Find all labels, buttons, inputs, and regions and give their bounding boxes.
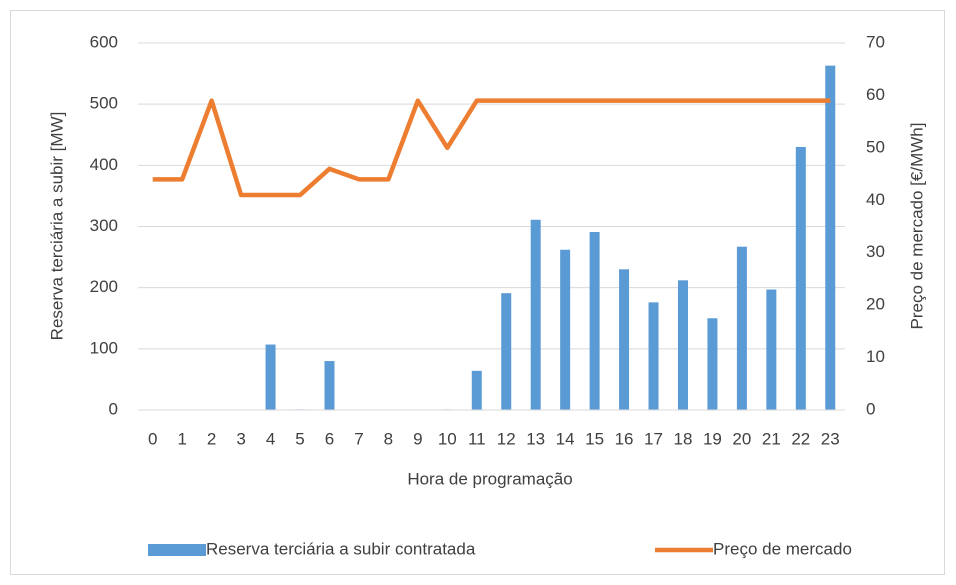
y-tick-label: 200 xyxy=(90,277,118,296)
y2-axis-title: Preço de mercado [€/MWh] xyxy=(907,123,926,330)
bar xyxy=(648,302,659,410)
x-tick-label: 23 xyxy=(821,429,840,448)
x-tick-label: 16 xyxy=(615,429,634,448)
bar xyxy=(766,289,777,410)
bar xyxy=(795,146,806,410)
x-tick-label: 3 xyxy=(236,429,245,448)
x-tick-label: 9 xyxy=(413,429,422,448)
y2-tick-label: 30 xyxy=(866,242,885,261)
bar xyxy=(677,280,688,410)
x-tick-label: 7 xyxy=(354,429,363,448)
x-tick-label: 20 xyxy=(732,429,751,448)
x-tick-label: 14 xyxy=(556,429,575,448)
bar xyxy=(501,293,512,410)
y-tick-label: 500 xyxy=(90,94,118,113)
x-tick-label: 19 xyxy=(703,429,722,448)
bar xyxy=(825,65,836,411)
y-tick-label: 600 xyxy=(90,32,118,51)
bar xyxy=(265,344,276,410)
y2-tick-label: 40 xyxy=(866,190,885,209)
y2-tick-label: 50 xyxy=(866,137,885,156)
y-tick-label: 100 xyxy=(90,338,118,357)
bar xyxy=(324,361,335,410)
y-tick-label: 0 xyxy=(109,399,118,418)
bar xyxy=(707,318,718,410)
x-tick-label: 13 xyxy=(526,429,545,448)
x-tick-label: 4 xyxy=(266,429,275,448)
x-tick-label: 12 xyxy=(497,429,516,448)
x-axis-title: Hora de programação xyxy=(407,469,572,488)
x-tick-label: 5 xyxy=(295,429,304,448)
x-tick-label: 11 xyxy=(468,429,486,448)
x-tick-label: 8 xyxy=(384,429,393,448)
bar xyxy=(589,232,600,410)
x-tick-label: 17 xyxy=(644,429,663,448)
x-tick-label: 2 xyxy=(207,429,216,448)
bar xyxy=(530,219,541,410)
legend-swatch xyxy=(148,544,206,556)
legend-label: Preço de mercado xyxy=(713,539,852,558)
bar xyxy=(619,269,630,410)
x-tick-label: 22 xyxy=(791,429,810,448)
x-tick-label: 15 xyxy=(585,429,604,448)
y-axis-title: Reserva terciária a subir [MW] xyxy=(47,112,66,341)
line xyxy=(152,98,831,198)
y2-tick-label: 60 xyxy=(866,85,885,104)
y2-tick-label: 70 xyxy=(866,32,885,51)
x-tick-label: 6 xyxy=(325,429,334,448)
x-tick-label: 0 xyxy=(148,429,157,448)
bar xyxy=(560,249,571,410)
x-tick-label: 10 xyxy=(438,429,457,448)
legend-label: Reserva terciária a subir contratada xyxy=(206,539,476,558)
bar xyxy=(471,370,482,410)
y2-tick-label: 10 xyxy=(866,347,885,366)
y-tick-label: 400 xyxy=(90,155,118,174)
bar xyxy=(736,246,747,410)
x-tick-label: 18 xyxy=(674,429,693,448)
x-tick-label: 21 xyxy=(762,429,781,448)
y2-tick-label: 20 xyxy=(866,295,885,314)
x-tick-label: 1 xyxy=(177,429,186,448)
y2-tick-label: 0 xyxy=(866,399,875,418)
y-tick-label: 300 xyxy=(90,216,118,235)
